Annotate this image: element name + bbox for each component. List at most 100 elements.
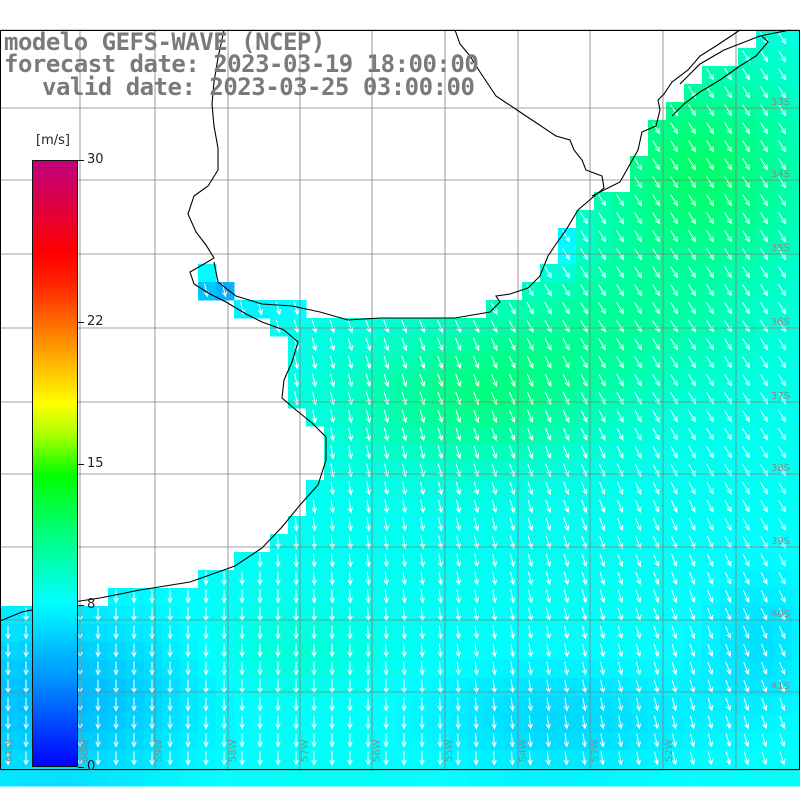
wind-speed-cell bbox=[0, 714, 19, 733]
wind-speed-cell bbox=[558, 768, 577, 787]
wind-arrow bbox=[95, 697, 101, 712]
wind-speed-cell bbox=[324, 372, 343, 391]
wind-speed-cell bbox=[792, 246, 800, 265]
wind-arrow bbox=[724, 535, 732, 549]
wind-arrow bbox=[706, 230, 715, 243]
wind-arrow bbox=[634, 284, 643, 297]
wind-arrow bbox=[401, 643, 407, 658]
wind-arrow bbox=[742, 50, 751, 63]
wind-arrow bbox=[634, 445, 642, 459]
wind-speed-cell bbox=[180, 606, 199, 625]
wind-arrow bbox=[455, 427, 462, 442]
wind-speed-cell bbox=[522, 696, 541, 715]
wind-speed-cell bbox=[180, 588, 199, 607]
wind-speed-cell bbox=[666, 444, 685, 463]
wind-arrow bbox=[437, 535, 443, 550]
wind-arrow bbox=[508, 319, 516, 333]
wind-arrow bbox=[653, 751, 659, 766]
wind-speed-cell bbox=[594, 678, 613, 697]
wind-speed-cell bbox=[738, 696, 757, 715]
wind-arrow bbox=[311, 661, 317, 676]
wind-speed-cell bbox=[756, 750, 775, 769]
wind-arrow bbox=[706, 499, 714, 513]
wind-speed-cell bbox=[486, 732, 505, 751]
wind-arrow bbox=[239, 733, 245, 748]
wind-speed-cell bbox=[666, 516, 685, 535]
wind-speed-cell bbox=[594, 390, 613, 409]
wind-speed-cell bbox=[144, 606, 163, 625]
wind-speed-cell bbox=[144, 642, 163, 661]
wind-speed-cell bbox=[558, 408, 577, 427]
wind-speed-cell bbox=[162, 714, 181, 733]
wind-arrow bbox=[473, 517, 480, 532]
wind-speed-cell bbox=[342, 588, 361, 607]
wind-arrow bbox=[383, 553, 389, 568]
wind-arrow bbox=[347, 427, 354, 442]
wind-speed-cell bbox=[414, 336, 433, 355]
wind-speed-cell bbox=[360, 588, 379, 607]
wind-speed-cell bbox=[378, 318, 397, 337]
wind-arrow bbox=[455, 337, 462, 352]
wind-arrow bbox=[293, 625, 299, 640]
wind-speed-cell bbox=[468, 678, 487, 697]
wind-speed-cell bbox=[702, 570, 721, 589]
wind-speed-cell bbox=[738, 660, 757, 679]
wind-speed-cell bbox=[0, 678, 19, 697]
wind-arrow bbox=[689, 571, 696, 586]
wind-arrow bbox=[311, 643, 317, 658]
wind-speed-cell bbox=[360, 624, 379, 643]
wind-arrow bbox=[670, 446, 678, 459]
wind-arrow bbox=[167, 697, 173, 712]
wind-speed-cell bbox=[630, 498, 649, 517]
wind-arrow bbox=[724, 517, 732, 531]
wind-speed-cell bbox=[324, 624, 343, 643]
wind-speed-cell bbox=[288, 696, 307, 715]
wind-arrow bbox=[329, 643, 335, 658]
wind-speed-cell bbox=[378, 768, 397, 787]
wind-arrow bbox=[760, 230, 769, 243]
wind-speed-cell bbox=[648, 750, 667, 769]
wind-speed-cell bbox=[630, 516, 649, 535]
wind-arrow bbox=[761, 733, 768, 748]
wind-speed-cell bbox=[594, 660, 613, 679]
wind-speed-cell bbox=[0, 768, 19, 787]
wind-arrow bbox=[581, 499, 588, 514]
wind-arrow bbox=[131, 715, 137, 730]
wind-speed-cell bbox=[396, 660, 415, 679]
wind-arrow bbox=[508, 301, 516, 315]
wind-speed-cell bbox=[738, 588, 757, 607]
wind-arrow bbox=[437, 751, 443, 766]
wind-speed-cell bbox=[558, 642, 577, 661]
wind-arrow bbox=[419, 715, 425, 730]
wind-arrow bbox=[401, 661, 407, 676]
wind-arrow bbox=[545, 499, 552, 514]
wind-arrow bbox=[491, 715, 497, 730]
wind-speed-cell bbox=[288, 624, 307, 643]
wind-arrow bbox=[472, 337, 480, 352]
wind-speed-cell bbox=[738, 570, 757, 589]
wind-arrow bbox=[509, 679, 515, 694]
wind-arrow bbox=[491, 643, 497, 658]
wind-arrow bbox=[742, 428, 751, 441]
wind-arrow bbox=[760, 140, 769, 153]
wind-arrow bbox=[778, 500, 787, 513]
wind-speed-cell bbox=[630, 750, 649, 769]
wind-speed-cell bbox=[432, 336, 451, 355]
wind-speed-cell bbox=[306, 732, 325, 751]
wind-arrow bbox=[778, 32, 787, 45]
wind-speed-cell bbox=[216, 606, 235, 625]
wind-arrow bbox=[347, 481, 353, 496]
wind-arrow bbox=[545, 427, 552, 442]
wind-speed-cell bbox=[360, 462, 379, 481]
wind-arrow bbox=[634, 194, 643, 207]
wind-arrow bbox=[437, 409, 444, 424]
wind-speed-cell bbox=[702, 624, 721, 643]
wind-speed-cell bbox=[612, 498, 631, 517]
wind-speed-cell bbox=[0, 606, 19, 625]
wind-speed-cell bbox=[396, 336, 415, 355]
wind-arrow bbox=[347, 607, 353, 622]
wind-arrow bbox=[275, 607, 281, 622]
wind-arrow bbox=[95, 625, 101, 640]
wind-arrow bbox=[706, 266, 715, 279]
wind-arrow bbox=[760, 500, 768, 513]
